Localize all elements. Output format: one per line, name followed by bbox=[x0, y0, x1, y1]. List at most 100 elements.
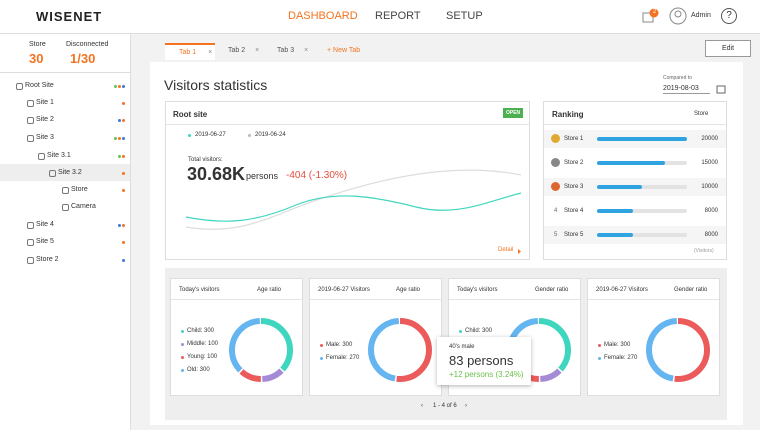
bar-track bbox=[597, 185, 687, 189]
edit-button[interactable]: Edit bbox=[705, 40, 751, 57]
tree-icon bbox=[49, 170, 56, 177]
open-badge: OPEN bbox=[503, 108, 524, 118]
tree-item[interactable]: Site 5 bbox=[36, 238, 54, 245]
ranking-footnote: (Visitors) bbox=[694, 248, 714, 254]
donut-segment bbox=[646, 318, 710, 382]
tree-item[interactable]: Site 4 bbox=[36, 221, 54, 228]
card-filter[interactable]: Age ratio bbox=[257, 287, 282, 293]
logo[interactable]: WISENET bbox=[36, 9, 103, 24]
card-filter[interactable]: Gender ratio bbox=[535, 287, 569, 293]
legend-dot bbox=[188, 134, 191, 137]
card-title: Root site bbox=[173, 110, 208, 119]
card-title: Today's visitors bbox=[179, 287, 220, 293]
tab[interactable]: Tab 3 × bbox=[277, 47, 309, 54]
nav-item[interactable]: DASHBOARD bbox=[288, 10, 358, 22]
compared-date[interactable]: 2019-08-03 bbox=[663, 85, 710, 94]
tooltip-title: 40's male bbox=[449, 344, 475, 350]
legend-dot bbox=[181, 356, 184, 359]
status-dot bbox=[114, 85, 117, 88]
compared-label: Compared to bbox=[663, 75, 692, 81]
tree-item[interactable]: Store 2 bbox=[36, 256, 59, 263]
status-dot bbox=[118, 224, 121, 227]
legend-dot bbox=[598, 357, 601, 360]
rank-value: 8000 bbox=[704, 208, 718, 214]
legend-label: Young: 100 bbox=[187, 354, 218, 360]
tree-item[interactable]: Site 3 bbox=[36, 134, 54, 141]
tree-item[interactable]: Store bbox=[71, 186, 88, 193]
status-dot bbox=[122, 155, 125, 158]
status-dot bbox=[118, 85, 121, 88]
ranking-card: Ranking Store Store 1 20000 Store 2 15000 St… bbox=[543, 101, 727, 260]
tree-icon bbox=[16, 83, 23, 90]
tree-item[interactable]: Site 1 bbox=[36, 99, 54, 106]
pagination[interactable]: 1 - 4 of 6 bbox=[433, 403, 457, 409]
prev-page[interactable]: ‹ bbox=[421, 403, 423, 409]
legend-label: Male: 300 bbox=[604, 342, 631, 348]
rank-bar bbox=[597, 137, 687, 141]
rank-bar bbox=[597, 233, 633, 237]
donut-segment bbox=[368, 318, 432, 382]
tree-icon bbox=[27, 222, 34, 229]
sidebar: Store 30 Disconnected 1/30 Root Site Site… bbox=[0, 34, 131, 430]
tree-item[interactable]: Site 3.1 bbox=[47, 152, 71, 159]
tab[interactable]: Tab 2 × bbox=[228, 47, 260, 54]
status-dot bbox=[122, 85, 125, 88]
rank-value: 8000 bbox=[704, 232, 718, 238]
next-page[interactable]: › bbox=[465, 403, 467, 409]
ratio-card: Today's visitors Age ratio Child: 300 Middl… bbox=[170, 278, 303, 396]
legend-dot bbox=[459, 330, 462, 333]
divider bbox=[166, 124, 529, 125]
donut-segment bbox=[646, 318, 710, 382]
rank-value: 20000 bbox=[701, 136, 718, 142]
rank-number: 5 bbox=[554, 232, 558, 238]
total-value: 30.68K bbox=[187, 164, 246, 184]
rank-medal bbox=[551, 134, 560, 143]
status-dot bbox=[118, 119, 121, 122]
status-dot bbox=[122, 102, 125, 105]
nav-item[interactable]: SETUP bbox=[446, 10, 483, 22]
rank-value: 15000 bbox=[701, 160, 718, 166]
user-name[interactable]: Admin bbox=[691, 12, 711, 19]
status-dot bbox=[122, 172, 125, 175]
donut-segment bbox=[368, 318, 432, 382]
divider bbox=[449, 299, 580, 300]
legend-dot bbox=[181, 369, 184, 372]
notification-icon[interactable] bbox=[640, 8, 660, 26]
legend-label: Old: 300 bbox=[187, 367, 210, 373]
divider bbox=[0, 72, 130, 73]
notification-count: 2 bbox=[652, 9, 657, 15]
card-title: 2019-06-27 Visitors bbox=[596, 287, 648, 293]
legend-label: Child: 300 bbox=[187, 328, 215, 334]
calendar-icon[interactable] bbox=[716, 84, 726, 94]
store-name: Store 5 bbox=[564, 232, 584, 238]
stat-label: Store bbox=[29, 41, 46, 48]
detail-link[interactable]: Detail bbox=[498, 247, 514, 253]
total-change: -404 (-1.30%) bbox=[286, 170, 348, 181]
card-filter[interactable]: Gender ratio bbox=[674, 287, 708, 293]
ratio-card: 2019-06-27 Visitors Gender ratio Male: 300… bbox=[587, 278, 720, 396]
card-filter[interactable]: Age ratio bbox=[396, 287, 421, 293]
ratio-card: 2019-06-27 Visitors Age ratio Male: 300 Fem… bbox=[309, 278, 442, 396]
tree-item[interactable]: Camera bbox=[71, 203, 96, 210]
legend-label: Middle: 100 bbox=[187, 341, 219, 347]
status-dot bbox=[114, 137, 117, 140]
legend-label: Male: 300 bbox=[326, 342, 353, 348]
status-dot bbox=[118, 155, 121, 158]
new-tab[interactable]: + New Tab bbox=[327, 47, 361, 54]
tree-item[interactable]: Site 2 bbox=[36, 116, 54, 123]
legend-label: Female: 270 bbox=[326, 355, 360, 361]
rank-medal bbox=[551, 182, 560, 191]
tree-item[interactable]: Site 3.2 bbox=[58, 169, 82, 176]
avatar[interactable] bbox=[669, 7, 687, 25]
tab[interactable]: Tab 1 × bbox=[165, 43, 215, 60]
store-name: Store 3 bbox=[564, 184, 584, 190]
tab-label: Tab 3 bbox=[277, 47, 295, 54]
tree-item[interactable]: Root Site bbox=[25, 82, 54, 89]
status-dot bbox=[122, 241, 125, 244]
bar-track bbox=[597, 209, 687, 213]
help[interactable]: ? bbox=[721, 8, 737, 24]
nav-item[interactable]: REPORT bbox=[375, 10, 421, 22]
status-dot bbox=[122, 259, 125, 262]
donut bbox=[646, 318, 710, 382]
ranking-filter[interactable]: Store bbox=[694, 111, 709, 117]
